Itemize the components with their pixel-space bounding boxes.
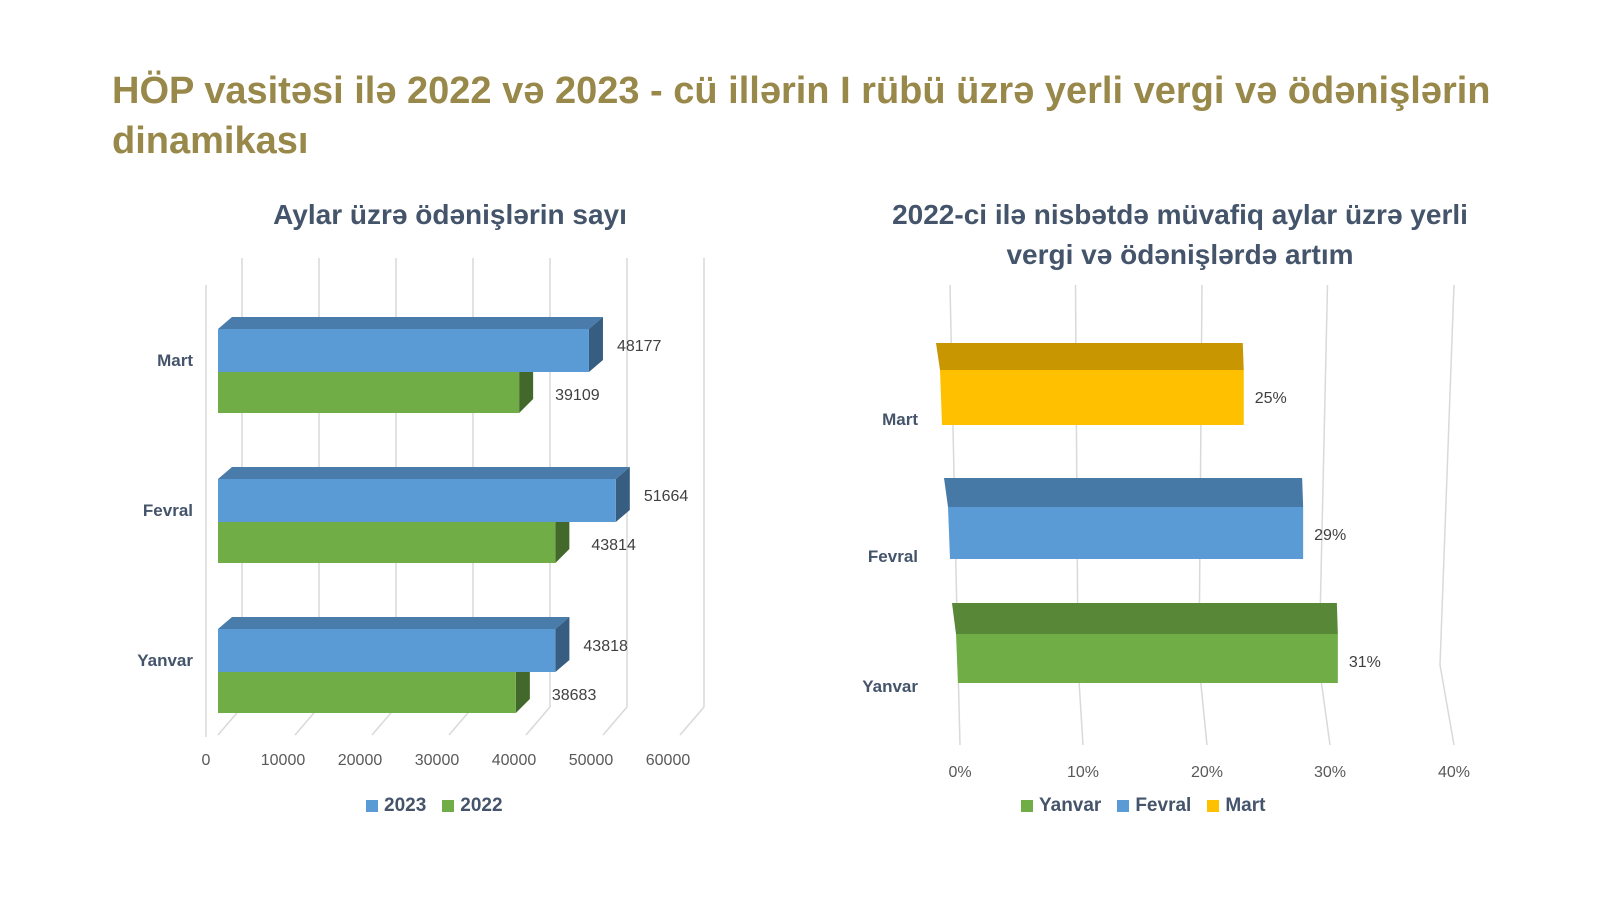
legend-item-2022: 2022: [442, 795, 503, 817]
gridline: [1439, 284, 1455, 746]
data-label-2023: 43818: [583, 638, 628, 655]
x-tick-label: 40000: [492, 752, 537, 769]
legend-swatch-2022: [442, 800, 455, 812]
legend-label-fevral: Fevral: [1135, 795, 1192, 816]
bar-top-mart: [936, 343, 1244, 370]
x-tick-label: 0%: [948, 764, 971, 781]
data-label-2023: 51664: [644, 488, 689, 505]
floor-gridline: [602, 706, 628, 736]
bar-mart: [940, 370, 1244, 425]
bar-2023-fevral-side: [615, 467, 630, 522]
x-tick-label: 30%: [1314, 764, 1346, 781]
data-label-2023: 48177: [617, 338, 662, 355]
bar-yanvar: [956, 634, 1338, 683]
x-tick-label: 40%: [1438, 764, 1470, 781]
category-label-yanvar: Yanvar: [862, 677, 918, 696]
category-label-mart: Mart: [157, 351, 193, 370]
payments-count-chart: 0 10000 20000 30000 40000 50000 60000 48177 3910…: [137, 258, 705, 769]
data-label-2022: 38683: [552, 687, 597, 704]
bar-2023-mart-top: [218, 317, 603, 329]
x-tick-label: 20000: [338, 752, 383, 769]
chart-title-right: 2022-ci ilə nisbətdə müvafiq aylar üzrə …: [892, 199, 1468, 270]
bar-2022-mart: [218, 372, 520, 413]
legend-label-2022: 2022: [460, 795, 503, 816]
category-label-fevral: Fevral: [868, 547, 918, 566]
floor-gridline: [525, 706, 551, 736]
legend-item-2023: 2023: [366, 795, 426, 817]
data-label-yanvar: 31%: [1349, 654, 1381, 671]
x-tick-label: 10%: [1067, 764, 1099, 781]
legend-swatch-yanvar: [1021, 800, 1033, 812]
legend-left: 2023 2022: [366, 795, 503, 817]
bar-2023-yanvar: [218, 629, 556, 672]
bar-top-fevral: [944, 478, 1304, 507]
legend-item-fevral: Fevral: [1117, 795, 1191, 817]
x-tick-label: 30000: [415, 752, 460, 769]
bar-top-yanvar: [952, 603, 1338, 634]
data-label-fevral: 29%: [1314, 527, 1346, 544]
legend-item-yanvar: Yanvar: [1021, 795, 1101, 817]
slide-title: HÖP vasitəsi ilə 2022 və 2023 - cü illər…: [112, 70, 1491, 162]
x-tick-label: 50000: [569, 752, 614, 769]
legend-label-yanvar: Yanvar: [1039, 795, 1102, 816]
category-label-mart: Mart: [882, 410, 918, 429]
x-tick-label: 10000: [261, 752, 306, 769]
bar-2023-mart-side: [588, 317, 603, 372]
data-label-mart: 25%: [1255, 390, 1287, 407]
bar-fevral: [948, 507, 1304, 559]
bar-2023-yanvar-top: [218, 617, 570, 629]
data-label-2022: 39109: [555, 387, 600, 404]
bar-2022-fevral: [218, 522, 556, 563]
bar-2022-yanvar: [218, 672, 516, 713]
bar-2023-mart: [218, 329, 589, 372]
chart-title-left: Aylar üzrə ödənişlərin sayı: [273, 199, 627, 230]
legend-item-mart: Mart: [1207, 795, 1265, 817]
legend-swatch-2023: [366, 800, 378, 812]
legend-swatch-fevral: [1117, 800, 1130, 812]
legend-right: Yanvar Fevral Mart: [1021, 795, 1265, 817]
x-tick-label: 20%: [1191, 764, 1223, 781]
category-label-fevral: Fevral: [143, 501, 193, 520]
legend-label-2023: 2023: [384, 795, 427, 816]
data-label-2022: 43814: [591, 537, 636, 554]
bar-2023-fevral: [218, 479, 616, 522]
bar-2023-yanvar-side: [555, 617, 570, 672]
x-tick-label: 60000: [646, 752, 691, 769]
bar-2023-fevral-top: [218, 467, 630, 479]
legend-swatch-mart: [1207, 800, 1220, 812]
legend-label-mart: Mart: [1225, 795, 1266, 816]
growth-percent-chart: 0% 10% 20% 30% 40% 25% Mart 29% Fevral 31% Yanvar: [862, 284, 1470, 781]
category-label-yanvar: Yanvar: [137, 651, 193, 670]
x-tick-label: 0: [202, 752, 211, 769]
floor-gridline: [679, 706, 705, 736]
